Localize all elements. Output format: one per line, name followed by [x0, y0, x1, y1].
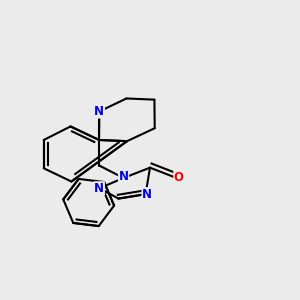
- Text: N: N: [118, 170, 128, 183]
- Text: N: N: [142, 188, 152, 201]
- Text: N: N: [94, 105, 104, 118]
- Text: N: N: [94, 182, 104, 195]
- Text: O: O: [174, 172, 184, 184]
